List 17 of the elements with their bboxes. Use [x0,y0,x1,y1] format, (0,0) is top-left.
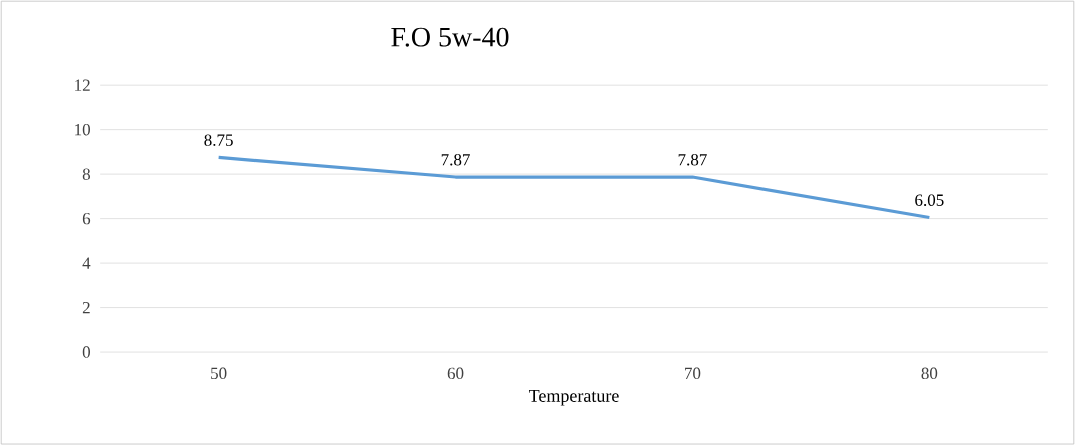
y-tick-label: 0 [82,346,90,358]
data-label: 6.05 [915,194,944,206]
y-tick-label: 4 [82,257,91,269]
x-tick-label: 70 [685,367,701,379]
data-label: 8.75 [204,134,233,146]
y-tick-label: 8 [82,168,90,180]
x-tick-label: 60 [447,367,464,379]
x-tick-label: 50 [211,367,227,379]
y-tick-label: 6 [82,212,91,225]
chart-title: F.O 5w-40 [391,27,509,47]
y-tick-label: 2 [82,301,90,314]
data-label: 7.87 [678,153,707,166]
x-axis-title: Temperature [529,389,619,406]
data-label: 7.87 [441,153,470,166]
x-tick-label: 80 [921,367,938,379]
y-tick-label: 10 [75,123,90,136]
y-tick-label: 12 [75,79,90,91]
